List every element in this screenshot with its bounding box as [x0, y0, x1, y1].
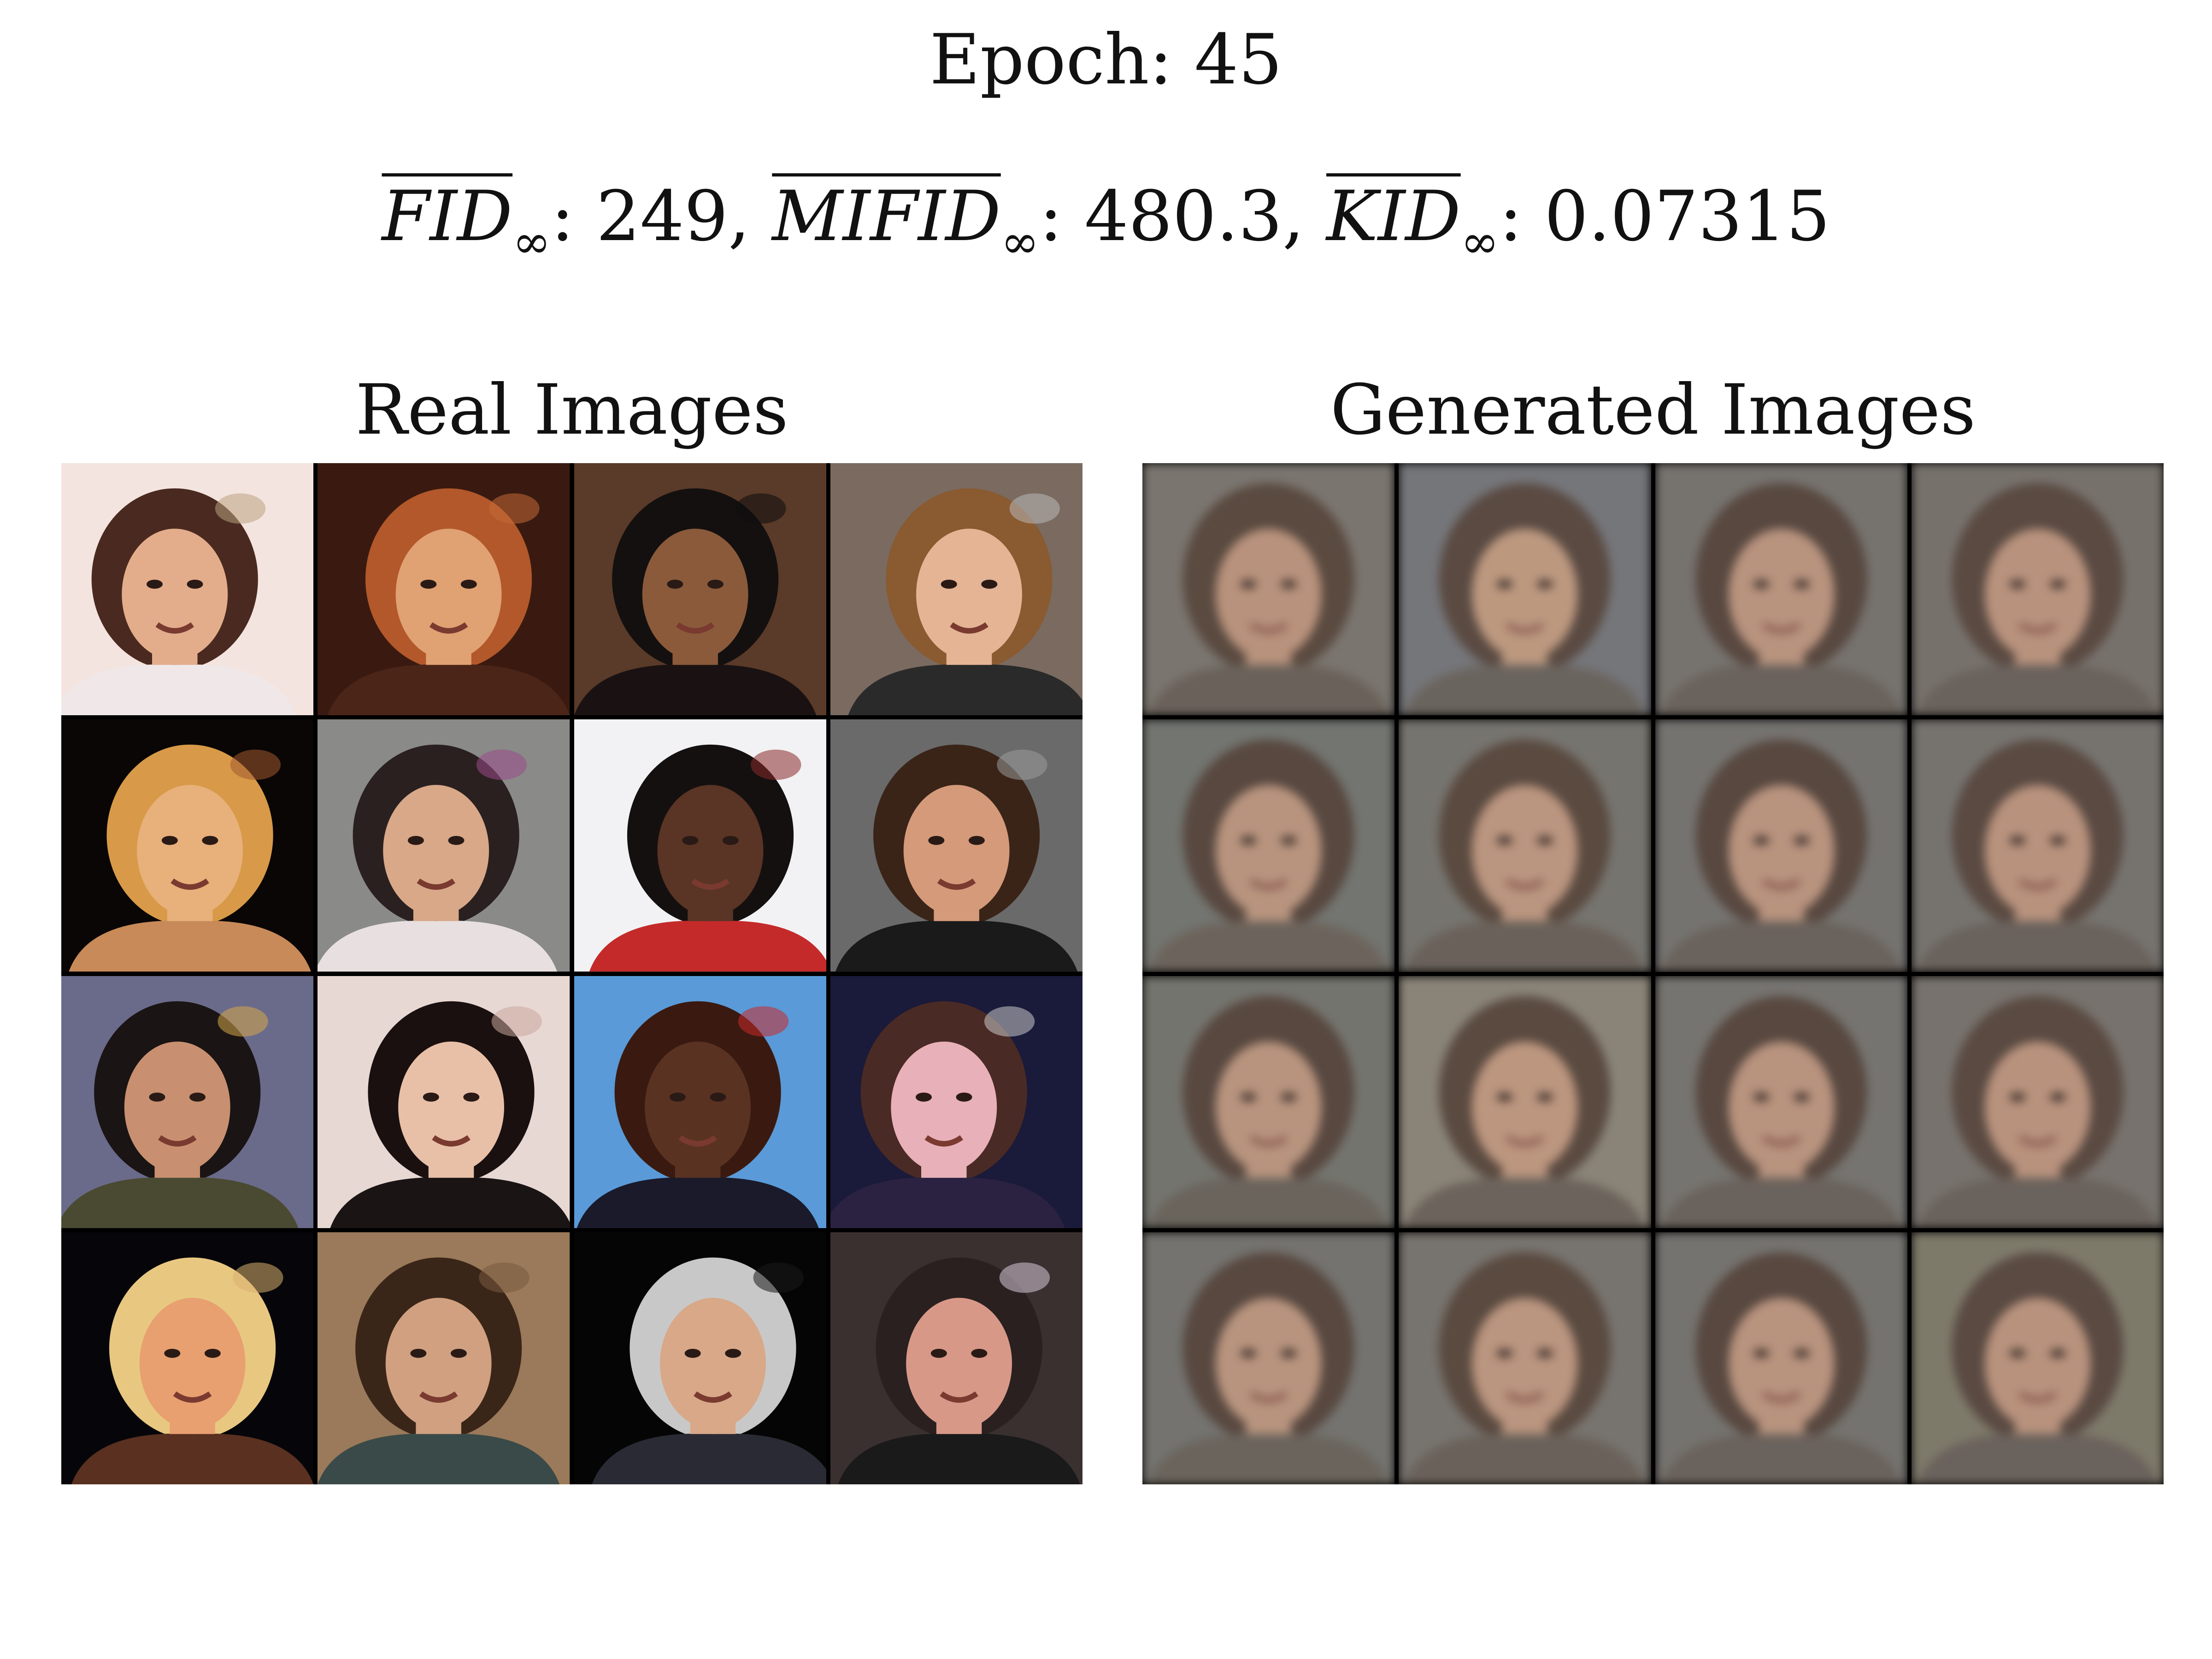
- kid-metric-name: KID: [1326, 176, 1461, 257]
- face-image: [1911, 463, 2164, 716]
- mifid-metric-name: MIFID: [772, 176, 1001, 257]
- face-image: [1142, 719, 1395, 972]
- mifid-metric: MIFID∞: 480.3,: [772, 176, 1327, 269]
- real-image-tile: [318, 976, 570, 1228]
- real-image-tile: [830, 463, 1082, 716]
- metrics-line: FID∞: 249, MIFID∞: 480.3, KID∞: 0.07315: [0, 171, 2212, 288]
- generated-image-tile: [1655, 1232, 1907, 1484]
- real-image-tile: [830, 719, 1082, 972]
- face-image: [1655, 463, 1907, 716]
- real-image-tile: [318, 719, 570, 972]
- real-image-tile: [830, 1232, 1082, 1484]
- generated-image-tile: [1655, 719, 1907, 972]
- generated-images-grid: [1142, 463, 2164, 1484]
- generated-image-tile: [1911, 1232, 2164, 1484]
- face-image: [61, 976, 314, 1228]
- face-image: [830, 719, 1082, 972]
- face-image: [830, 463, 1082, 716]
- mifid-metric-subscript: ∞: [1000, 215, 1040, 269]
- real-image-tile: [318, 463, 570, 716]
- kid-metric: KID∞: 0.07315: [1326, 176, 1830, 269]
- fid-metric-name: FID: [382, 176, 513, 257]
- real-images-grid: [61, 463, 1082, 1484]
- real-image-tile: [61, 463, 314, 716]
- face-image: [1142, 1232, 1395, 1484]
- real-image-tile: [574, 976, 826, 1228]
- kid-metric-value: : 0.07315: [1499, 176, 1830, 257]
- real-image-tile: [61, 976, 314, 1228]
- face-image: [318, 719, 570, 972]
- face-image: [318, 1232, 570, 1484]
- face-image: [1911, 719, 2164, 972]
- mifid-metric-value: : 480.3,: [1039, 176, 1327, 257]
- face-image: [1142, 976, 1395, 1228]
- face-image: [61, 463, 314, 716]
- generated-image-tile: [1142, 1232, 1395, 1484]
- face-image: [830, 1232, 1082, 1484]
- face-image: [1655, 719, 1907, 972]
- epoch-title: Epoch: 45: [930, 20, 1282, 100]
- fid-metric: FID∞: 249,: [382, 176, 772, 269]
- face-image: [574, 719, 826, 972]
- real-images-title: Real Images: [355, 370, 788, 450]
- generated-image-tile: [1911, 719, 2164, 972]
- face-image: [61, 1232, 314, 1484]
- face-image: [1911, 1232, 2164, 1484]
- generated-image-tile: [1399, 719, 1651, 972]
- real-image-tile: [61, 1232, 314, 1484]
- real-image-tile: [574, 719, 826, 972]
- real-image-tile: [574, 463, 826, 716]
- real-image-tile: [61, 719, 314, 972]
- fid-metric-value: : 249,: [551, 176, 772, 257]
- real-image-tile: [318, 1232, 570, 1484]
- generated-image-tile: [1399, 463, 1651, 716]
- face-image: [1399, 976, 1651, 1228]
- face-image: [1399, 1232, 1651, 1484]
- kid-metric-subscript: ∞: [1460, 215, 1499, 269]
- real-image-tile: [830, 976, 1082, 1228]
- generated-image-tile: [1142, 463, 1395, 716]
- face-image: [1399, 463, 1651, 716]
- face-image: [1142, 463, 1395, 716]
- face-image: [318, 976, 570, 1228]
- generated-images-title: Generated Images: [1330, 370, 1976, 450]
- face-image: [574, 463, 826, 716]
- generated-image-tile: [1142, 976, 1395, 1228]
- generated-image-tile: [1142, 719, 1395, 972]
- generated-image-tile: [1911, 463, 2164, 716]
- fid-metric-subscript: ∞: [512, 215, 551, 269]
- generated-image-tile: [1399, 1232, 1651, 1484]
- face-image: [1399, 719, 1651, 972]
- face-image: [1655, 1232, 1907, 1484]
- face-image: [318, 463, 570, 716]
- face-image: [1911, 976, 2164, 1228]
- generated-image-tile: [1655, 463, 1907, 716]
- real-image-tile: [574, 1232, 826, 1484]
- face-image: [574, 976, 826, 1228]
- generated-image-tile: [1911, 976, 2164, 1228]
- face-image: [61, 719, 314, 972]
- face-image: [574, 1232, 826, 1484]
- face-image: [1655, 976, 1907, 1228]
- generated-image-tile: [1655, 976, 1907, 1228]
- generated-image-tile: [1399, 976, 1651, 1228]
- face-image: [830, 976, 1082, 1228]
